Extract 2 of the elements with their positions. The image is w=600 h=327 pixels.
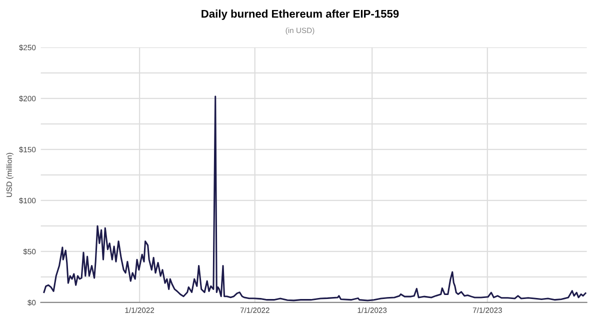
chart-title: Daily burned Ethereum after EIP-1559 bbox=[202, 10, 399, 20]
line-series bbox=[43, 96, 586, 302]
